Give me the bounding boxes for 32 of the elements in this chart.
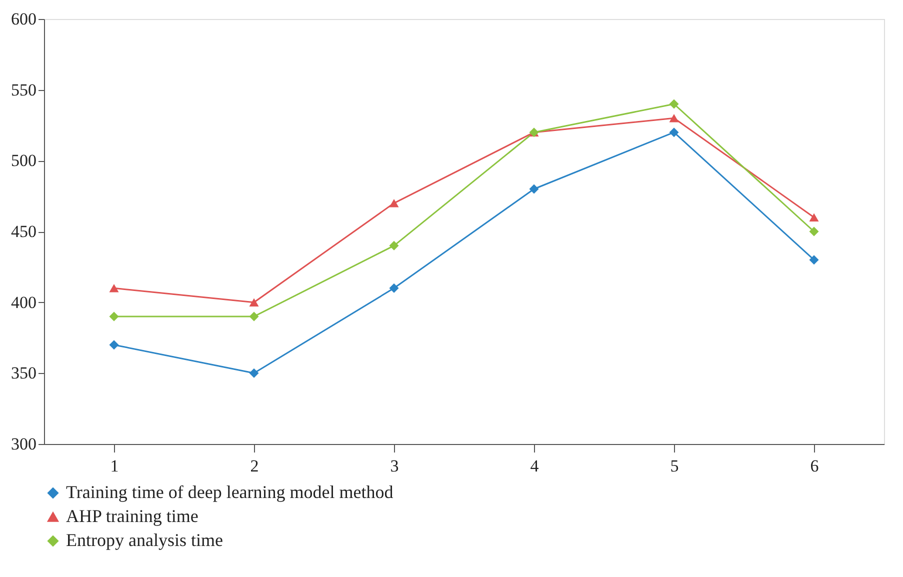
point xyxy=(249,312,259,322)
point xyxy=(109,340,119,350)
y-tick-label: 600 xyxy=(11,10,36,28)
y-tick-label: 450 xyxy=(11,222,36,241)
point xyxy=(109,312,119,322)
legend-label: Entropy analysis time xyxy=(66,530,223,550)
legend-label: AHP training time xyxy=(66,506,198,526)
legend-label: Training time of deep learning model method xyxy=(66,482,394,502)
point xyxy=(249,298,259,306)
point xyxy=(109,284,119,292)
point xyxy=(669,128,679,138)
point xyxy=(669,99,679,109)
x-tick-label: 4 xyxy=(530,456,540,476)
x-tick-label: 1 xyxy=(110,456,119,476)
point xyxy=(669,114,679,122)
point xyxy=(389,240,399,250)
y-tick-label: 500 xyxy=(11,151,36,170)
point xyxy=(249,368,259,378)
x-tick-label: 3 xyxy=(390,456,399,476)
x-tick-label: 5 xyxy=(670,456,679,476)
point xyxy=(529,184,539,194)
point xyxy=(809,213,819,222)
point xyxy=(389,283,399,293)
y-tick-label: 550 xyxy=(11,80,36,100)
x-tick-label: 2 xyxy=(250,456,259,476)
point xyxy=(389,199,399,208)
y-tick-label: 400 xyxy=(11,292,36,312)
y-tick-label: 350 xyxy=(11,364,36,383)
point xyxy=(809,255,819,265)
y-tick-label: 300 xyxy=(11,434,36,454)
x-tick-label: 6 xyxy=(810,456,819,476)
point xyxy=(809,226,819,236)
